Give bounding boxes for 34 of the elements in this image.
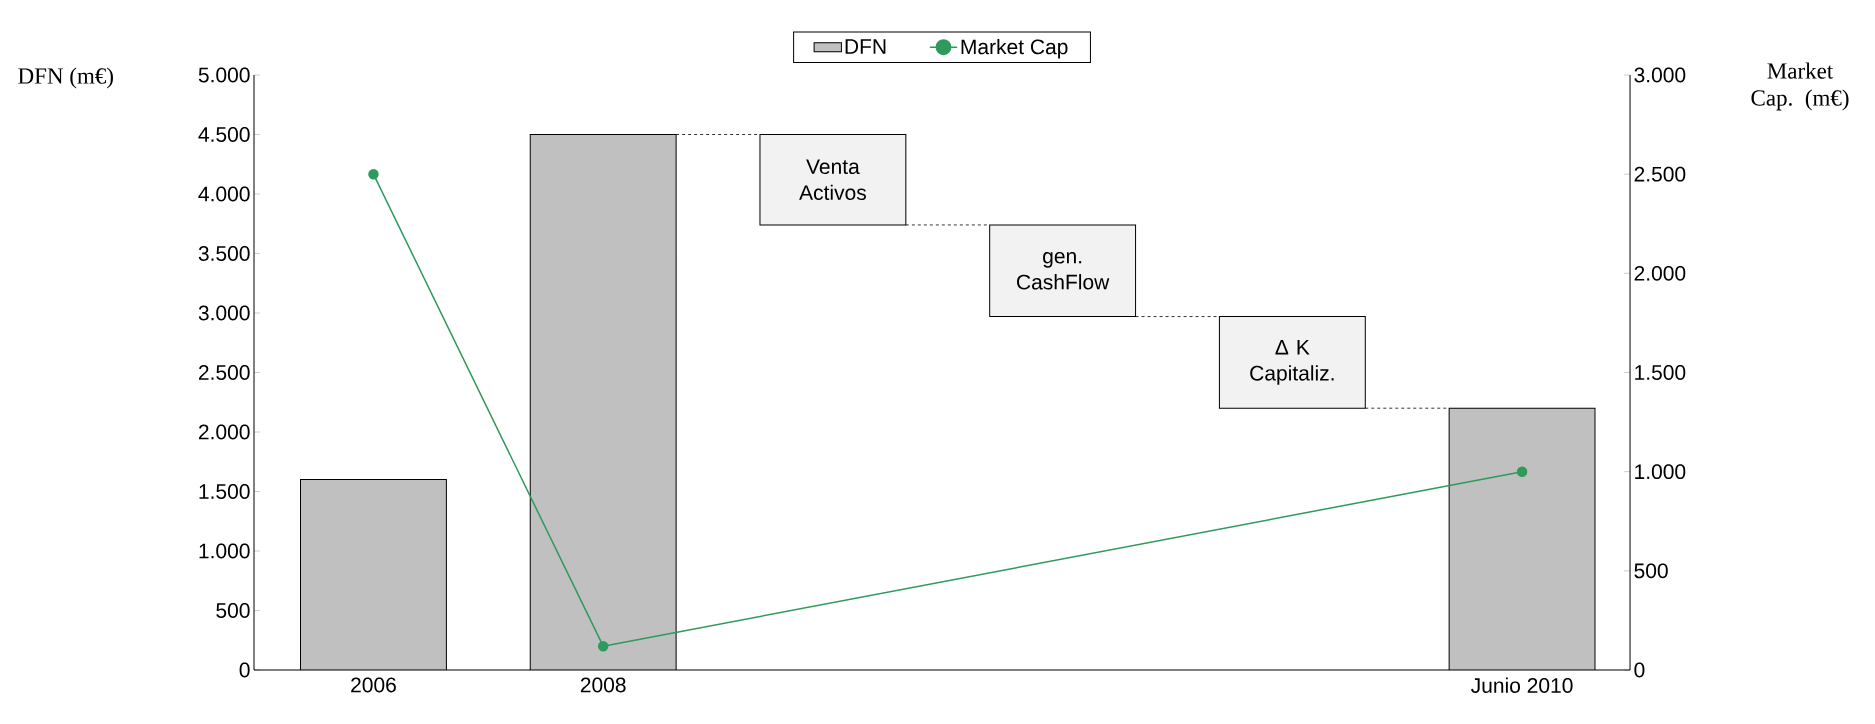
y2-tick-label: 1.000: [1635, 464, 1686, 480]
y2-tick-label: 1.500: [1635, 365, 1686, 380]
y2-tick-label: 2.000: [1634, 265, 1686, 281]
y2-tick-label: 0: [1634, 662, 1645, 678]
annotation: Δ K Capitaliz.: [1250, 339, 1334, 385]
y-tick-label: 4.500: [198, 127, 250, 142]
annotation: gen. CashFlow: [1017, 252, 1110, 290]
bar: [530, 134, 677, 670]
y2-tick-label: 500: [1634, 563, 1668, 579]
y-tick-label: 500: [216, 603, 250, 618]
annotation: Venta Activos: [799, 159, 866, 201]
x-tick-label: Junio 2010: [1471, 677, 1573, 693]
y2-tick-label: 3.000: [1634, 67, 1686, 83]
point: [1516, 466, 1528, 477]
y-tick-label: 3.000: [198, 305, 250, 321]
x-tick-label: 2008: [580, 677, 626, 693]
legend-label: DFN: [845, 39, 886, 54]
y-axis-title: DFN (m€): [18, 67, 113, 89]
legend-label: Market Cap: [961, 38, 1068, 59]
y-tick-label: 0: [239, 662, 250, 678]
y-tick-label: 2.000: [198, 424, 250, 440]
y2-axis-title: Market Cap. (m€): [1751, 62, 1849, 111]
y-tick-label: 2.500: [198, 365, 250, 380]
y-tick-label: 1.500: [199, 484, 250, 499]
y-tick-label: 1.000: [199, 543, 250, 559]
y-tick-label: 5.000: [198, 67, 250, 83]
point: [368, 168, 379, 180]
bar: [1448, 407, 1596, 670]
y-tick-label: 3.500: [198, 246, 250, 261]
x-tick-label: 2006: [351, 677, 396, 693]
bar: [300, 479, 447, 670]
y2-tick-label: 2.500: [1634, 166, 1686, 182]
point: [597, 640, 609, 652]
y-tick-label: 4.000: [198, 186, 250, 202]
